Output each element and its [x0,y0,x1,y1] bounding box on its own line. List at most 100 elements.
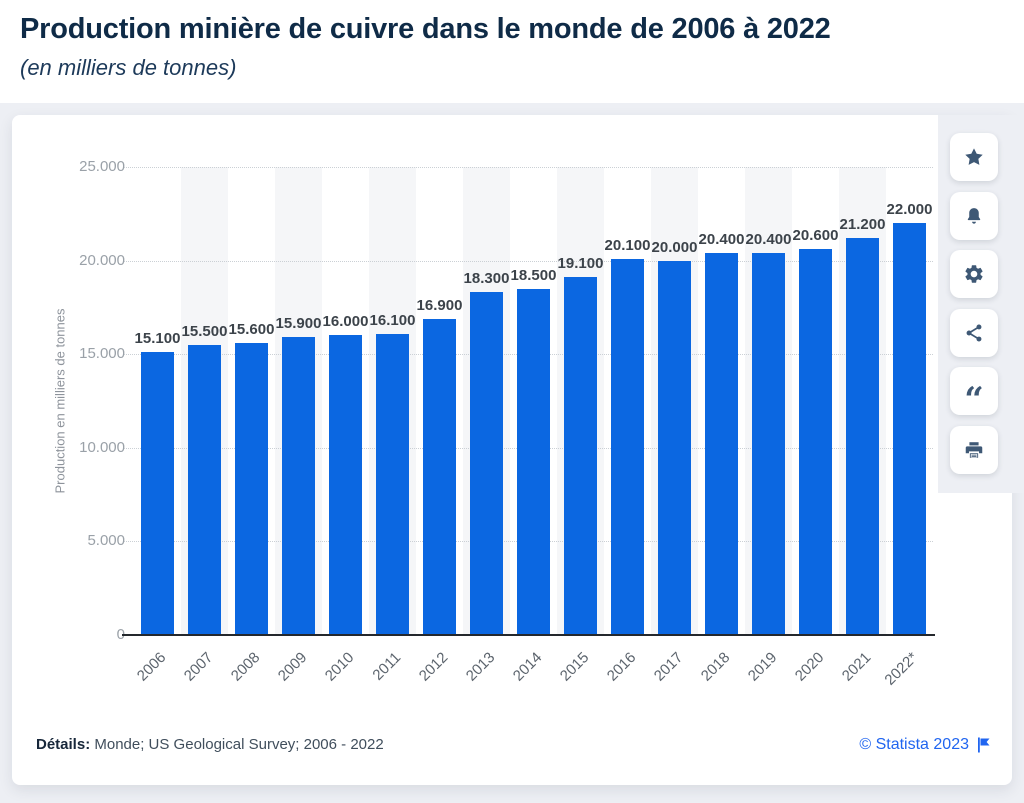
x-axis-label: 2021 [838,649,875,685]
bar-2015[interactable] [564,277,597,635]
bar-value-label: 20.100 [604,237,651,254]
x-axis-label: 2011 [369,649,405,684]
chart-title: Production minière de cuivre dans le mon… [20,13,831,45]
bar-value-label: 15.100 [134,330,181,347]
bar-value-label: 18.500 [510,267,557,284]
y-axis-title: Production en milliers de tonnes [52,308,68,494]
bar-2016[interactable] [611,259,644,635]
chart-column: 19.100 2015 [557,167,604,685]
bar-value-label: 22.000 [886,201,933,218]
bar-2020[interactable] [799,249,832,635]
quote-icon: “ [964,380,984,420]
bar-value-label: 16.000 [322,313,369,330]
favorite-button[interactable] [950,133,998,181]
share-icon [963,322,985,344]
bar-value-label: 15.600 [228,321,275,338]
star-icon [963,146,985,168]
card-footer: Détails: Monde; US Geological Survey; 20… [36,735,990,755]
cite-button[interactable]: “ [950,367,998,420]
chart-column: 20.000 2017 [651,167,698,685]
chart-column: 18.300 2013 [463,167,510,685]
bar-2006[interactable] [141,352,174,635]
bar-value-label: 19.100 [557,255,604,272]
gear-icon [963,263,985,285]
bar-value-label: 15.900 [275,315,322,332]
y-tick-label: 25.000 [79,158,125,175]
plot-area: 15.100 2006 15.500 2007 15.600 2008 15.900 2009… [122,167,935,689]
printer-icon [963,439,985,461]
bar-2018[interactable] [705,253,738,635]
chart-column: 15.500 2007 [181,167,228,685]
y-tick-label: 10.000 [79,438,125,456]
chart-column: 15.900 2009 [275,167,322,685]
bar-2012[interactable] [423,319,456,635]
bar-2009[interactable] [282,337,315,635]
bar-value-label: 21.200 [839,216,886,233]
bar-2014[interactable] [517,289,550,635]
x-axis-label: 2016 [603,649,640,685]
bar-value-label: 16.900 [416,297,463,314]
statista-copyright-link[interactable]: © Statista 2023 [859,735,990,755]
x-axis-label: 2018 [697,649,734,685]
bar-value-label: 16.100 [369,312,416,329]
bar-2019[interactable] [752,253,785,635]
print-button[interactable] [950,425,998,474]
bar-value-label: 20.600 [792,227,839,244]
y-tick-label: 5.000 [87,532,125,550]
x-axis-label: 2020 [791,649,828,685]
chart-column: 20.600 2020 [792,167,839,685]
x-axis-label: 2009 [274,649,311,685]
bar-value-label: 18.300 [463,270,510,287]
bell-icon [963,205,985,227]
details-value: Monde; US Geological Survey; 2006 - 2022 [90,736,384,753]
x-axis-label: 2007 [180,649,217,685]
x-axis-label: 2012 [415,649,452,685]
gridline [124,260,933,262]
bar-2011[interactable] [376,334,409,635]
x-axis-label: 2022* [881,649,922,689]
y-tick-label: 0 [116,626,125,643]
gridline [124,167,933,168]
chart-column: 15.600 2008 [228,167,275,685]
bar-2007[interactable] [188,345,221,635]
x-axis-label: 2010 [321,649,358,685]
bar-value-label: 20.400 [745,231,792,248]
x-axis-label: 2013 [462,649,499,685]
x-axis-label: 2019 [744,649,781,685]
y-tick-label: 20.000 [79,251,125,269]
notifications-button[interactable] [950,191,998,240]
chart-column: 16.100 2011 [369,167,416,684]
share-button[interactable] [950,308,998,357]
bar-value-label: 15.500 [181,323,228,340]
chart-subtitle: (en milliers de tonnes) [20,55,237,80]
chart-column: 18.500 2014 [510,167,557,685]
chart-column: 16.000 2010 [322,167,369,685]
details-text: Détails: Monde; US Geological Survey; 20… [36,735,384,755]
x-axis-label: 2015 [556,649,593,685]
chart-column: 20.100 2016 [604,167,651,685]
bar-value-label: 20.000 [651,239,698,256]
bar-2021[interactable] [846,238,879,635]
bar-2013[interactable] [470,292,503,635]
bar-2022*[interactable] [893,223,926,635]
chart-card: Production en milliers de tonnes 0 5.000 1… [12,115,1024,785]
bar-2017[interactable] [658,261,691,635]
x-axis-label: 2006 [133,649,170,685]
stage-background: Production en milliers de tonnes 0 5.000 1… [0,103,1024,803]
copyright-text: © Statista 2023 [859,736,969,753]
settings-button[interactable] [950,250,998,298]
flag-icon [978,737,990,753]
page-header: Production minière de cuivre dans le mon… [0,0,1024,103]
chart-column: 20.400 2019 [745,167,792,685]
bar-2010[interactable] [329,335,362,635]
details-label: Détails: [36,736,91,753]
x-axis-label: 2017 [650,649,687,685]
chart-column: 20.400 2018 [698,167,745,685]
chart-column: 15.100 2006 [134,167,181,685]
x-axis-line [122,634,935,636]
x-axis-label: 2014 [509,649,546,685]
x-axis-label: 2008 [227,649,264,685]
bar-2008[interactable] [235,343,268,635]
chart-column: 22.000 2022* [882,167,933,689]
action-toolbar: “ [950,133,998,474]
